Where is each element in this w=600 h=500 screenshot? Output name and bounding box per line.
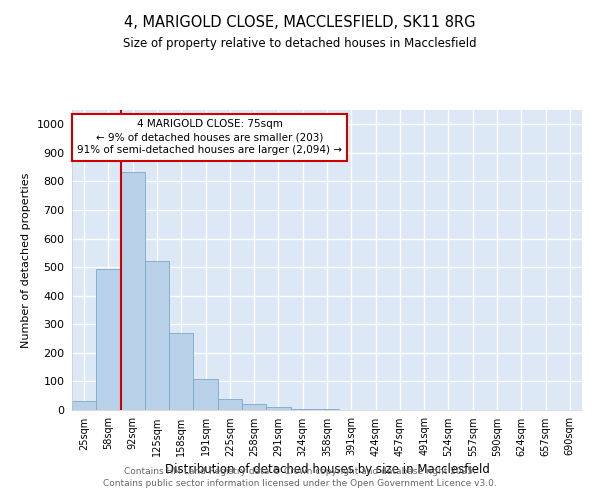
Bar	[96, 269, 121, 410]
Text: Contains HM Land Registry data © Crown copyright and database right 2025.
Contai: Contains HM Land Registry data © Crown c…	[103, 466, 497, 487]
Text: 4 MARIGOLD CLOSE: 75sqm
← 9% of detached houses are smaller (203)
91% of semi-de: 4 MARIGOLD CLOSE: 75sqm ← 9% of detached…	[77, 119, 342, 156]
Bar	[315, 408, 339, 410]
Bar	[145, 262, 169, 410]
Y-axis label: Number of detached properties: Number of detached properties	[21, 172, 31, 348]
Bar	[169, 333, 193, 410]
Text: 4, MARIGOLD CLOSE, MACCLESFIELD, SK11 8RG: 4, MARIGOLD CLOSE, MACCLESFIELD, SK11 8R…	[124, 15, 476, 30]
Bar	[242, 404, 266, 410]
Bar	[266, 407, 290, 410]
Bar	[72, 401, 96, 410]
Bar	[193, 380, 218, 410]
X-axis label: Distribution of detached houses by size in Macclesfield: Distribution of detached houses by size …	[164, 462, 490, 475]
Bar	[218, 398, 242, 410]
Text: Size of property relative to detached houses in Macclesfield: Size of property relative to detached ho…	[123, 38, 477, 51]
Bar	[121, 172, 145, 410]
